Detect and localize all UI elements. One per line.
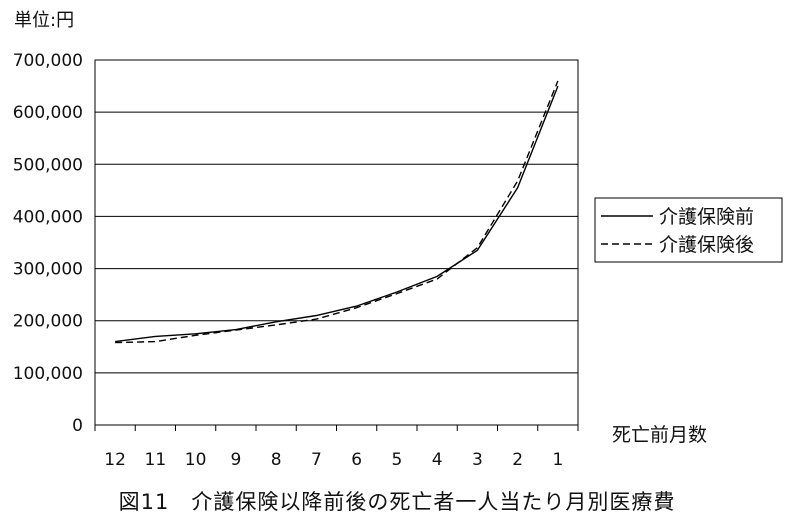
series-line-2 bbox=[115, 80, 559, 344]
x-tick-label: 7 bbox=[311, 450, 322, 470]
y-tick-label: 600,000 bbox=[13, 103, 83, 123]
x-tick-label: 6 bbox=[351, 450, 362, 470]
y-tick-label: 100,000 bbox=[13, 364, 83, 384]
legend-label-2: 介護保険後 bbox=[659, 234, 754, 256]
y-tick-label: 700,000 bbox=[13, 51, 83, 71]
legend-box bbox=[594, 197, 783, 263]
x-tick-label: 11 bbox=[145, 450, 167, 470]
x-tick-label: 1 bbox=[552, 450, 563, 470]
y-tick-label: 500,000 bbox=[13, 155, 83, 175]
plot-frame bbox=[94, 59, 579, 426]
legend-label-1: 介護保険前 bbox=[659, 206, 754, 228]
x-axis-title: 死亡前月数 bbox=[612, 424, 708, 446]
unit-label: 単位:円 bbox=[14, 10, 75, 31]
x-tick-label: 4 bbox=[432, 450, 443, 470]
y-tick-label: 0 bbox=[72, 416, 83, 436]
y-tick-label: 400,000 bbox=[13, 207, 83, 227]
series-line-1 bbox=[115, 85, 559, 343]
x-tick-label: 10 bbox=[185, 450, 207, 470]
x-tick-label: 8 bbox=[271, 450, 282, 470]
figure-caption: 図11 介護保険以降前後の死亡者一人当たり月別医療費 bbox=[118, 490, 676, 514]
x-tick-label: 9 bbox=[230, 450, 241, 470]
y-tick-label: 200,000 bbox=[13, 312, 83, 332]
x-tick-label: 5 bbox=[391, 450, 402, 470]
y-tick-label: 300,000 bbox=[13, 260, 83, 280]
x-tick-label: 3 bbox=[472, 450, 483, 470]
x-tick-label: 12 bbox=[104, 450, 126, 470]
x-tick-label: 2 bbox=[512, 450, 523, 470]
